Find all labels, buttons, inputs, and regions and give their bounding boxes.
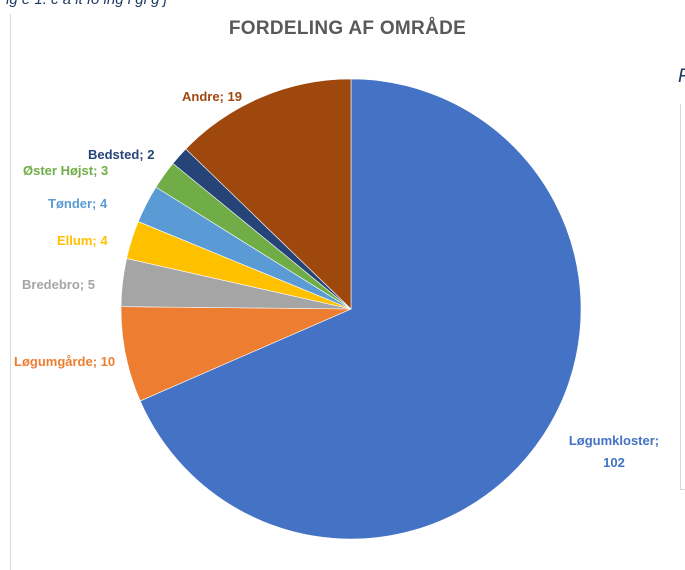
data-label-ellum: Ellum; 4 <box>57 233 108 248</box>
adjacent-chart-frame <box>680 104 685 490</box>
data-label-bredebro: Bredebro; 5 <box>22 277 95 292</box>
data-label-løgumgårde: Løgumgårde; 10 <box>14 354 115 369</box>
pie-slice-andre <box>185 78 352 310</box>
caption-text: ig e 1. c a lt fo ing i gi g j <box>6 0 167 8</box>
chart-area <box>10 14 685 570</box>
data-label-løgumkloster: 102 <box>603 455 625 470</box>
pie-slice-løgumkloster <box>139 78 582 540</box>
caption-fragment: ig e 1. c a lt fo ing i gi g j <box>0 0 685 14</box>
data-label-øster-højst: Øster Højst; 3 <box>23 163 108 178</box>
data-label-løgumkloster: Løgumkloster; <box>569 433 659 448</box>
data-label-bedsted: Bedsted; 2 <box>88 147 154 162</box>
chart-title: FORDELING AF OMRÅDE <box>228 18 467 39</box>
data-label-tønder: Tønder; 4 <box>48 196 108 211</box>
adjacent-chart-title-fragment: F <box>678 66 685 88</box>
data-label-andre: Andre; 19 <box>182 89 242 104</box>
